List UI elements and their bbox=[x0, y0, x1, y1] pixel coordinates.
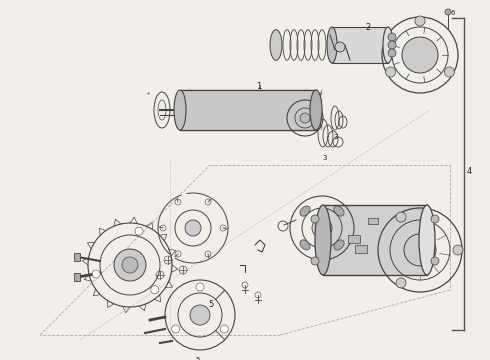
Bar bbox=[355, 245, 367, 253]
Circle shape bbox=[445, 9, 451, 15]
Circle shape bbox=[402, 37, 438, 73]
Circle shape bbox=[196, 283, 204, 291]
Circle shape bbox=[386, 67, 395, 77]
Circle shape bbox=[396, 212, 406, 222]
Text: 2: 2 bbox=[365, 23, 370, 32]
Bar bbox=[368, 218, 378, 224]
Text: 3: 3 bbox=[333, 134, 338, 140]
Circle shape bbox=[444, 67, 454, 77]
Circle shape bbox=[311, 215, 319, 223]
Ellipse shape bbox=[388, 33, 396, 41]
Circle shape bbox=[185, 220, 201, 236]
Circle shape bbox=[190, 305, 210, 325]
Ellipse shape bbox=[334, 206, 344, 216]
Bar bbox=[74, 253, 80, 261]
Text: 3: 3 bbox=[322, 155, 326, 161]
Bar bbox=[348, 235, 360, 243]
Circle shape bbox=[135, 227, 143, 235]
Ellipse shape bbox=[315, 205, 331, 275]
Circle shape bbox=[312, 218, 332, 238]
Text: 6: 6 bbox=[450, 10, 455, 16]
Circle shape bbox=[300, 113, 310, 123]
Ellipse shape bbox=[327, 27, 337, 63]
Ellipse shape bbox=[388, 41, 396, 49]
Text: 5: 5 bbox=[208, 300, 213, 309]
Ellipse shape bbox=[383, 27, 393, 63]
Circle shape bbox=[92, 270, 100, 278]
Circle shape bbox=[220, 325, 228, 333]
Circle shape bbox=[453, 245, 463, 255]
Ellipse shape bbox=[174, 90, 186, 130]
Bar bbox=[180, 90, 316, 130]
Circle shape bbox=[404, 234, 436, 266]
Circle shape bbox=[122, 257, 138, 273]
Bar bbox=[332, 27, 388, 63]
Ellipse shape bbox=[300, 240, 310, 250]
Bar bbox=[323, 205, 427, 275]
Circle shape bbox=[431, 257, 439, 265]
Text: 4: 4 bbox=[467, 167, 472, 176]
Circle shape bbox=[431, 215, 439, 223]
Circle shape bbox=[114, 249, 146, 281]
Circle shape bbox=[151, 286, 159, 294]
Ellipse shape bbox=[388, 49, 396, 57]
Text: 5: 5 bbox=[195, 357, 199, 360]
Circle shape bbox=[311, 257, 319, 265]
Ellipse shape bbox=[310, 90, 322, 130]
Circle shape bbox=[172, 325, 180, 333]
Ellipse shape bbox=[270, 30, 282, 60]
Ellipse shape bbox=[419, 205, 435, 275]
Ellipse shape bbox=[300, 206, 310, 216]
Ellipse shape bbox=[334, 240, 344, 250]
Text: 1: 1 bbox=[256, 82, 261, 91]
Circle shape bbox=[396, 278, 406, 288]
Circle shape bbox=[335, 42, 345, 52]
Circle shape bbox=[415, 16, 425, 26]
Bar bbox=[74, 273, 80, 281]
